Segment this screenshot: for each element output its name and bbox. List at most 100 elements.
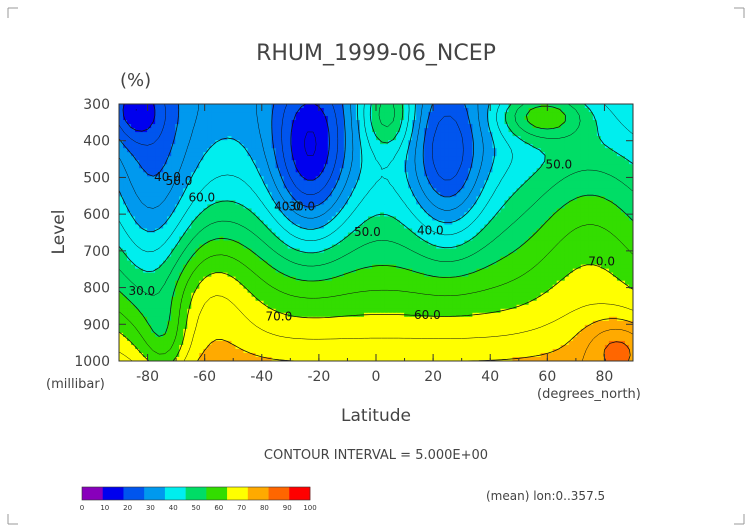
field-cell [283,212,289,218]
field-cell [396,236,401,242]
field-cell [548,108,554,113]
field-cell [191,208,196,214]
field-cell [384,248,389,254]
field-cell [564,168,570,173]
field-cell [363,208,369,214]
field-cell [295,116,301,121]
field-cell [612,184,618,189]
field-cell [592,180,598,185]
field-cell [367,236,373,242]
field-cell [512,124,518,129]
field-cell [303,200,309,205]
field-cell [139,196,144,201]
field-cell [376,200,381,205]
field-cell [568,224,574,230]
field-cell [159,156,164,161]
field-cell [199,184,204,189]
field-cell [123,260,128,266]
field-cell [175,148,180,153]
field-cell [167,184,172,189]
field-cell [163,144,168,149]
field-cell [588,240,594,246]
field-cell [628,120,633,125]
field-cell [151,176,156,181]
field-cell [359,188,365,193]
field-cell [211,228,216,234]
field-cell [267,136,273,141]
field-cell [456,152,461,157]
field-cell [183,216,188,222]
field-cell [155,152,160,157]
field-cell [227,216,233,222]
field-cell [464,188,469,193]
field-cell [448,144,453,149]
field-cell [199,152,204,157]
field-cell [392,232,397,238]
field-cell [183,256,188,262]
field-cell [568,188,574,193]
field-cell [380,112,385,117]
field-cell [524,164,530,169]
field-cell [359,212,365,218]
field-cell [183,232,188,238]
field-cell [143,108,148,113]
field-cell [396,216,401,222]
field-cell [279,104,285,109]
field-cell [139,252,144,258]
field-cell [460,148,465,153]
field-cell [508,148,514,153]
field-cell [351,216,357,222]
field-cell [540,204,546,210]
field-cell [592,184,598,189]
field-cell [331,148,337,153]
field-cell [295,232,301,238]
field-cell [315,216,321,222]
field-cell [167,240,172,246]
field-cell [572,184,578,189]
field-cell [380,196,385,201]
field-cell [155,128,160,133]
field-cell [291,124,297,129]
field-cell [347,148,353,153]
field-cell [460,208,465,214]
field-cell [255,216,261,222]
field-cell [215,116,220,121]
field-cell [223,132,229,137]
field-cell [628,108,633,113]
field-cell [287,196,293,201]
field-cell [303,256,309,262]
field-cell [556,236,562,242]
field-cell [183,168,188,173]
field-cell [568,208,574,214]
field-cell [580,244,586,250]
field-cell [355,180,361,185]
field-cell [351,156,357,161]
field-cell [351,132,357,137]
field-cell [263,128,269,133]
field-cell [119,244,124,250]
field-cell [227,168,233,173]
field-cell [291,248,297,254]
field-cell [432,156,437,161]
field-cell [335,172,341,177]
field-cell [183,184,188,189]
field-cell [223,168,229,173]
field-cell [367,104,373,109]
field-cell [580,184,586,189]
field-cell [131,132,136,137]
field-cell [436,148,441,153]
field-cell [468,176,473,181]
field-cell [127,232,132,238]
field-cell [584,108,590,113]
field-cell [323,216,329,222]
field-cell [448,152,453,157]
field-cell [219,160,225,165]
field-cell [235,144,241,149]
field-cell [139,212,144,218]
field-cell [175,128,180,133]
field-cell [227,156,233,161]
field-cell [496,168,502,173]
field-cell [183,128,188,133]
field-cell [139,236,144,242]
field-cell [564,244,570,250]
